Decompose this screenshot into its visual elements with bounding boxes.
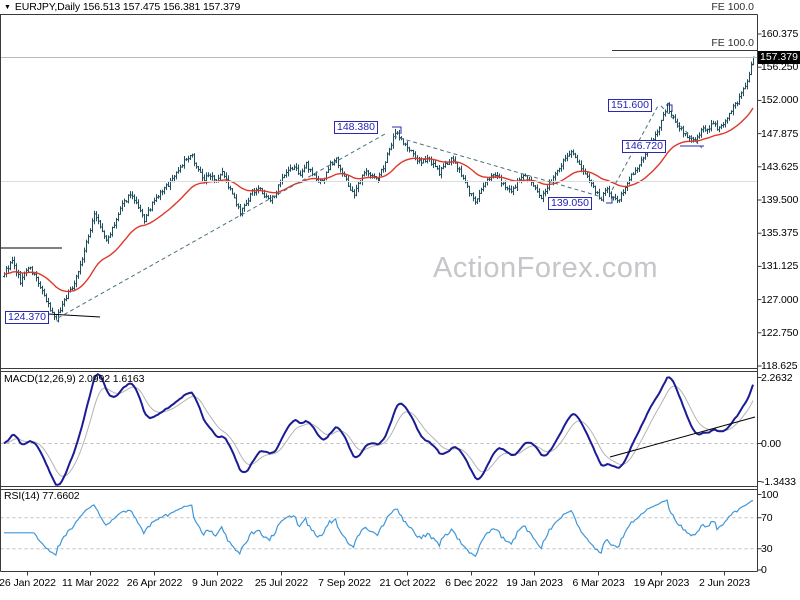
current-price-badge: 157.379	[758, 51, 800, 64]
rsi-axis-label: 0	[761, 564, 767, 576]
fe-projection-label-top[interactable]: FE 100.0	[711, 1, 754, 13]
watermark-text: ActionForex.com	[433, 252, 659, 284]
low-level-line	[47, 313, 101, 318]
macd-signal-line	[3, 385, 754, 477]
date-axis-label: 26 Jan 2022	[0, 577, 56, 589]
rsi-indicator-label: RSI(14) 77.6602	[4, 490, 80, 502]
price-axis-label: 131.125	[761, 260, 799, 273]
price-annotation[interactable]: 139.050	[548, 197, 592, 210]
chart-ohlc-values: 156.513 157.475 156.381 157.379	[82, 1, 241, 13]
macd-axis-label: -1.3433	[761, 475, 796, 488]
price-axis-label: 139.500	[761, 194, 799, 206]
date-axis-label: 19 Apr 2023	[633, 577, 690, 589]
rsi-axis-label: 30	[761, 542, 773, 555]
chart-title: ▼ EURJPY,Daily 156.513 157.475 156.381 15…	[4, 1, 240, 13]
annotation-connector	[666, 104, 673, 112]
price-annotation[interactable]: 146.720	[622, 140, 666, 153]
macd-axis-label: 2.2632	[761, 371, 793, 384]
date-axis-label: 19 Jan 2023	[506, 577, 563, 589]
trendline-up-2022	[57, 133, 386, 319]
date-axis-label: 6 Dec 2022	[445, 577, 498, 589]
macd-main-line	[3, 372, 754, 486]
price-annotation[interactable]: 124.370	[5, 311, 49, 324]
price-axis-label: 122.750	[761, 326, 799, 339]
date-axis-label: 25 Jul 2022	[254, 577, 309, 589]
trendline-down-2022	[392, 135, 603, 198]
price-axis-label: 143.625	[761, 160, 799, 173]
macd-axis-label: 0.00	[761, 437, 782, 450]
price-axis-label: 127.000	[761, 293, 799, 306]
macd-trendline	[609, 416, 756, 458]
date-axis-label: 11 Mar 2022	[61, 577, 120, 589]
date-axis-label: 2 Jun 2023	[699, 577, 750, 589]
price-axis-label: 156.250	[761, 61, 799, 74]
rsi-line	[4, 499, 754, 558]
ma-line	[3, 107, 754, 293]
trendline-down-2023	[660, 105, 703, 149]
date-axis-label: 6 Mar 2023	[572, 577, 625, 589]
annotation-connector	[392, 126, 402, 134]
fe-projection-label-mid[interactable]: FE 100.0	[711, 37, 754, 49]
price-axis-label: 147.875	[761, 127, 799, 140]
macd-indicator-label: MACD(12,26,9) 2.0992 1.6163	[4, 373, 145, 385]
rsi-axis-label: 70	[761, 511, 773, 524]
price-annotation[interactable]: 151.600	[608, 99, 652, 112]
price-axis-label: 152.000	[761, 94, 799, 107]
rsi-axis-label: 100	[761, 488, 779, 501]
annotation-connector	[606, 196, 613, 204]
price-annotation[interactable]: 148.380	[334, 121, 378, 134]
date-axis-label: 26 Apr 2022	[126, 577, 183, 589]
date-axis-label: 9 Jun 2022	[192, 577, 243, 589]
price-axis-label: 118.625	[761, 360, 798, 372]
price-axis-label: 160.375	[761, 28, 799, 40]
chart-symbol-period: EURJPY,Daily	[14, 1, 80, 13]
date-axis-label: 7 Sep 2022	[318, 577, 371, 589]
chart-dropdown-icon[interactable]: ▼	[4, 4, 11, 11]
date-axis-label: 21 Oct 2022	[379, 577, 436, 589]
price-axis-label: 135.375	[761, 227, 799, 240]
